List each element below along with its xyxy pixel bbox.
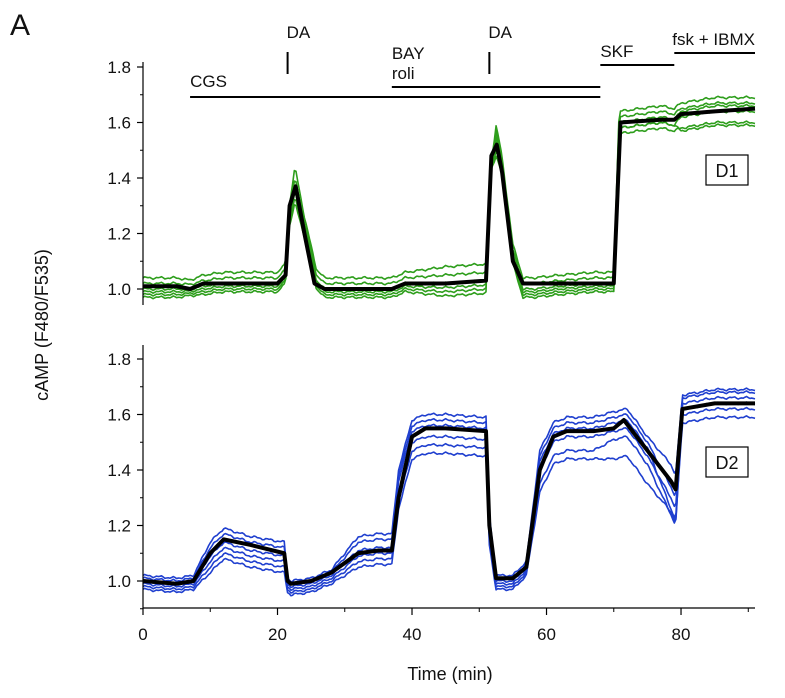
- x-tick-label: 60: [537, 625, 556, 644]
- y-tick-label: 1.8: [107, 350, 131, 369]
- treatment-annotations: CGS DA BAY roli DA SKF fsk + IBMX: [190, 23, 755, 98]
- panel-label: D1: [715, 161, 738, 181]
- mean-trace: [143, 106, 756, 291]
- treatment-label: CGS: [190, 72, 227, 91]
- treatment-label-line: SKF: [600, 42, 633, 61]
- x-tick-label: 80: [672, 625, 691, 644]
- cell-trace: [142, 415, 756, 597]
- treatment-label-line: roli: [392, 64, 415, 83]
- y-tick-label: 1.6: [107, 114, 131, 133]
- cell-trace: [142, 100, 756, 286]
- cell-trace: [142, 121, 756, 300]
- cell-trace: [142, 95, 756, 281]
- y-tick-label: 1.4: [107, 461, 131, 480]
- y-tick-label: 1.8: [107, 58, 131, 77]
- y-tick-label: 1.6: [107, 406, 131, 425]
- panel-label-box: [705, 154, 749, 186]
- treatment-label-line: fsk + IBMX: [672, 30, 755, 49]
- drug-tick-label: DA: [488, 23, 512, 42]
- cell-trace: [142, 406, 756, 594]
- y-tick-label: 1.2: [107, 225, 131, 244]
- chart-panel-d1: 1.0 1.2 1.4 1.6 1.8 D1: [107, 58, 756, 305]
- cell-trace: [142, 401, 756, 591]
- panel-letter: A: [10, 9, 30, 42]
- mean-trace: [142, 401, 755, 586]
- cell-trace: [142, 387, 756, 583]
- y-tick-label: 1.4: [107, 169, 131, 188]
- treatment-label: BAY roli: [392, 44, 425, 83]
- drug-tick-label: DA: [287, 23, 311, 42]
- treatment-label: fsk + IBMX: [672, 30, 755, 49]
- treatment-label: SKF: [600, 42, 633, 61]
- y-tick-label: 1.2: [107, 517, 131, 536]
- treatment-label-line: CGS: [190, 72, 227, 91]
- x-axis-label: Time (min): [407, 664, 492, 684]
- treatment-label-line: BAY: [392, 44, 425, 63]
- cell-trace: [142, 120, 756, 297]
- cell-trace: [142, 103, 756, 292]
- x-tick-label: 40: [403, 625, 422, 644]
- panel-label-box: [705, 446, 749, 478]
- chart-panel-d2: 1.0 1.2 1.4 1.6 1.8 D2 0 20 40 60 80: [107, 345, 756, 644]
- cell-trace: [142, 395, 756, 589]
- y-tick-label: 1.0: [107, 572, 131, 591]
- y-tick-label: 1.0: [107, 280, 131, 299]
- cell-trace: [142, 109, 756, 294]
- y-axis-label: cAMP (F480/F535): [32, 249, 52, 401]
- x-tick-label: 0: [138, 625, 147, 644]
- panel-label: D2: [715, 453, 738, 473]
- cell-trace: [142, 390, 756, 586]
- x-tick-label: 20: [268, 625, 287, 644]
